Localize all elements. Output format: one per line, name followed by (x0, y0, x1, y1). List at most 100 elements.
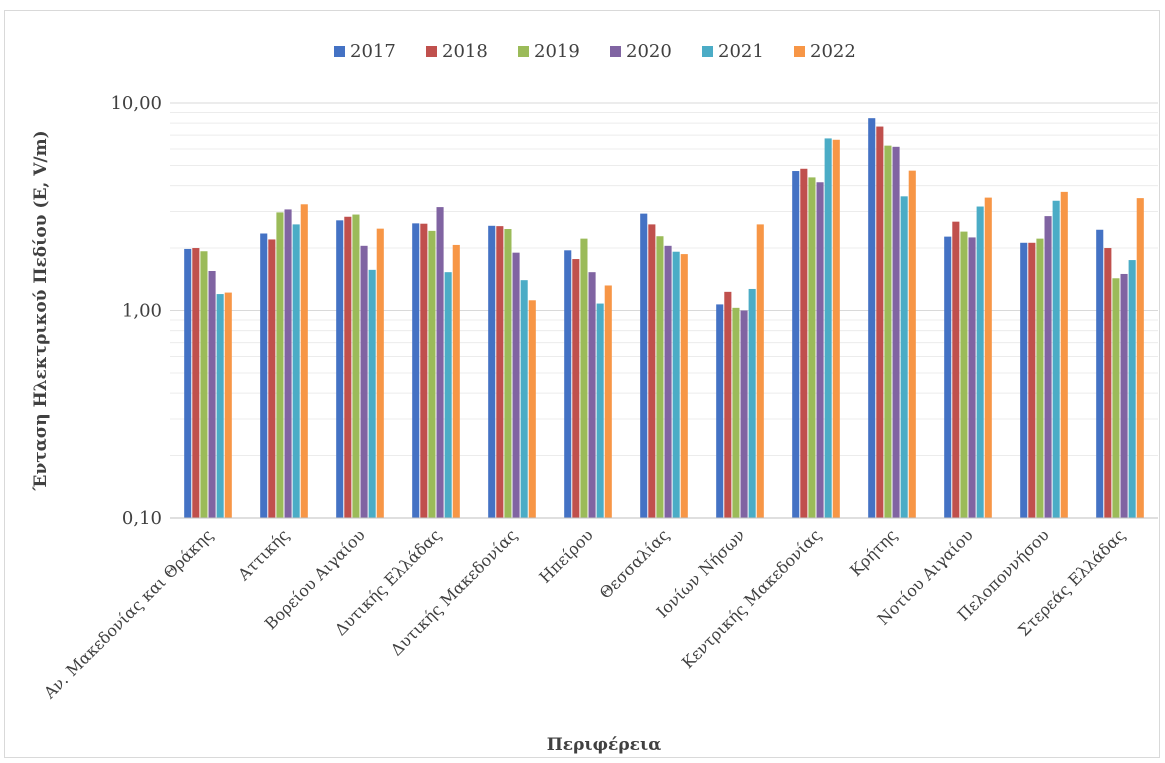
bar (368, 269, 376, 518)
bar (268, 239, 276, 518)
bar (360, 245, 368, 518)
bar (756, 224, 764, 518)
bar (452, 244, 460, 518)
x-tick-label: Δυτικής Μακεδονίας (387, 525, 521, 659)
bar (664, 245, 672, 518)
bar (276, 212, 284, 519)
bar (1112, 278, 1120, 518)
bar (488, 225, 496, 518)
bar (512, 252, 520, 518)
y-axis-title: Ένταση Ηλεκτρικού Πεδίου (E, V/m) (31, 130, 51, 491)
bar (344, 216, 352, 518)
bar (412, 223, 420, 518)
bar (740, 310, 748, 518)
bar (656, 236, 664, 518)
bar (680, 254, 688, 518)
legend-swatch (518, 46, 529, 57)
bar (1136, 198, 1144, 518)
bar (816, 182, 824, 519)
bar (824, 138, 832, 518)
x-tick-label: Ηπείρου (535, 525, 596, 586)
bar (748, 288, 756, 518)
bar (900, 196, 908, 518)
legend-swatch (334, 46, 345, 57)
bar (596, 303, 604, 518)
bar (444, 272, 452, 518)
bar (260, 233, 268, 518)
bar (216, 294, 224, 518)
bar (1120, 273, 1128, 518)
legend-label: 2018 (442, 41, 488, 62)
bar (376, 228, 384, 518)
bar (564, 250, 572, 519)
bar (428, 230, 436, 518)
bar (832, 139, 840, 518)
x-tick-label: Θεσσαλίας (596, 525, 673, 602)
bar (208, 271, 216, 518)
x-axis-title: Περιφέρεια (547, 735, 662, 755)
x-tick-label: Κρήτης (846, 525, 901, 580)
bar (1028, 242, 1036, 518)
bar (976, 206, 984, 518)
bar (496, 226, 504, 518)
bar (300, 204, 308, 519)
bar (292, 224, 300, 518)
bar (504, 229, 512, 518)
bar (436, 207, 444, 518)
bar (1128, 260, 1136, 518)
bar (1060, 191, 1068, 518)
legend-swatch (610, 46, 621, 57)
bar (1096, 229, 1104, 518)
legend-swatch (702, 46, 713, 57)
y-tick-label: 0,10 (122, 508, 162, 529)
legend-swatch (426, 46, 437, 57)
bar (640, 213, 648, 518)
x-tick-label: Αττικής (233, 525, 292, 584)
x-tick-label: Αν. Μακεδονίας και Θράκης (39, 525, 217, 703)
bar (732, 307, 740, 518)
bar (352, 214, 360, 518)
bar (336, 220, 344, 518)
bar (192, 248, 200, 519)
bar (800, 168, 808, 518)
bar (224, 292, 232, 518)
bar (648, 224, 656, 518)
bar (1044, 216, 1052, 518)
y-tick-label: 1,00 (122, 301, 162, 322)
bar (952, 221, 960, 518)
bar (716, 304, 724, 518)
bar (572, 259, 580, 518)
bar (944, 236, 952, 518)
bar (968, 237, 976, 519)
x-axis-tick-labels: Αν. Μακεδονίας και Θράκης ΑττικήςΒορείου … (39, 525, 1129, 703)
bar (908, 170, 916, 518)
bar (520, 280, 528, 518)
bar (284, 209, 292, 518)
x-tick-label: Κεντρικής Μακεδονίας (678, 525, 825, 672)
legend-label: 2021 (718, 41, 764, 62)
bar (604, 285, 612, 518)
bar (960, 231, 968, 518)
bar (892, 146, 900, 518)
bar (1020, 242, 1028, 518)
legend-label: 2017 (350, 41, 396, 62)
bar (884, 145, 892, 518)
bar (672, 251, 680, 518)
bar (184, 248, 192, 519)
legend-label: 2020 (626, 41, 672, 62)
bar (984, 197, 992, 518)
y-tick-label: 10,00 (110, 93, 162, 114)
legend-swatch (794, 46, 805, 57)
bar (588, 272, 596, 518)
bar (1104, 248, 1112, 519)
bar (808, 177, 816, 519)
y-axis-ticks: 0,10 1,00 10,00 (110, 93, 162, 529)
bar (868, 118, 876, 518)
bar (580, 238, 588, 518)
bar (724, 291, 732, 518)
legend: 2017 2018 2019 2020 2021 2022 (334, 41, 856, 62)
bar (792, 171, 800, 519)
gridlines (170, 102, 1158, 519)
bar (528, 300, 536, 518)
